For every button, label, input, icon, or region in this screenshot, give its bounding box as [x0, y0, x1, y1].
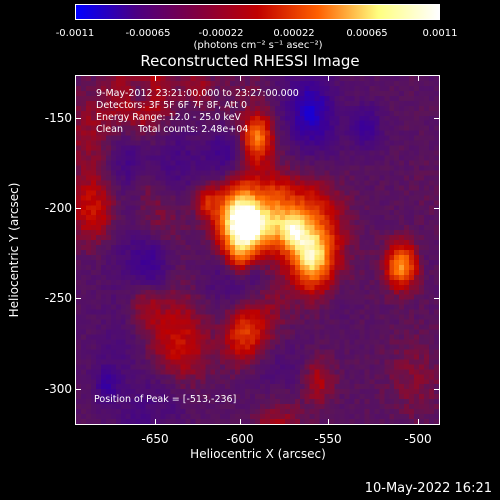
y-tick-mark: [75, 208, 81, 209]
energy-range-text: Energy Range: 12.0 - 25.0 keV: [96, 112, 241, 123]
y-tick-mark: [75, 298, 81, 299]
image-title: Reconstructed RHESSI Image: [140, 52, 360, 70]
x-tick-label: -550: [314, 432, 342, 446]
y-tick-mark: [434, 298, 440, 299]
colorbar-tick-label: 0.00065: [346, 28, 388, 39]
colorbar-tick-label: 0.00022: [273, 28, 315, 39]
peak-position-text: Position of Peak = [-513,-236]: [94, 394, 237, 405]
y-axis-label: Heliocentric Y (arcsec): [7, 182, 21, 318]
rhessi-image: 9-May-2012 23:21:00.000 to 23:27:00.000 …: [75, 75, 440, 425]
x-tick-mark: [418, 419, 419, 425]
x-tick-mark: [240, 419, 241, 425]
x-axis-label: Heliocentric X (arcsec): [190, 447, 326, 461]
y-tick-label: -250: [44, 291, 72, 305]
clean-counts-text: Clean Total counts: 2.48e+04: [96, 124, 249, 135]
colorbar-tick-label: 0.0011: [422, 28, 458, 39]
x-tick-label: -600: [226, 432, 254, 446]
x-tick-mark: [155, 419, 156, 425]
colorbar-tick-label: -0.00022: [198, 28, 244, 39]
y-tick-label: -300: [44, 382, 72, 396]
x-tick-mark: [240, 75, 241, 81]
x-tick-mark: [418, 75, 419, 81]
x-tick-mark: [155, 75, 156, 81]
timestamp: 10-May-2022 16:21: [364, 481, 492, 496]
x-tick-mark: [328, 419, 329, 425]
colorbar-tick-label: -0.0011: [55, 28, 95, 39]
y-tick-mark: [434, 389, 440, 390]
time-range-text: 9-May-2012 23:21:00.000 to 23:27:00.000: [96, 88, 299, 99]
detectors-text: Detectors: 3F 5F 6F 7F 8F, Att 0: [96, 100, 248, 111]
y-tick-mark: [75, 118, 81, 119]
y-tick-mark: [434, 208, 440, 209]
y-tick-label: -200: [44, 201, 72, 215]
image-map: [76, 76, 439, 424]
x-tick-label: -650: [141, 432, 169, 446]
colorbar: [75, 4, 440, 20]
x-tick-mark: [328, 75, 329, 81]
y-tick-mark: [434, 118, 440, 119]
colorbar-tick-label: -0.00065: [125, 28, 171, 39]
y-tick-mark: [75, 389, 81, 390]
x-tick-label: -500: [404, 432, 432, 446]
y-tick-label: -150: [44, 111, 72, 125]
colorbar-units: (photons cm⁻² s⁻¹ asec⁻²): [193, 40, 323, 51]
